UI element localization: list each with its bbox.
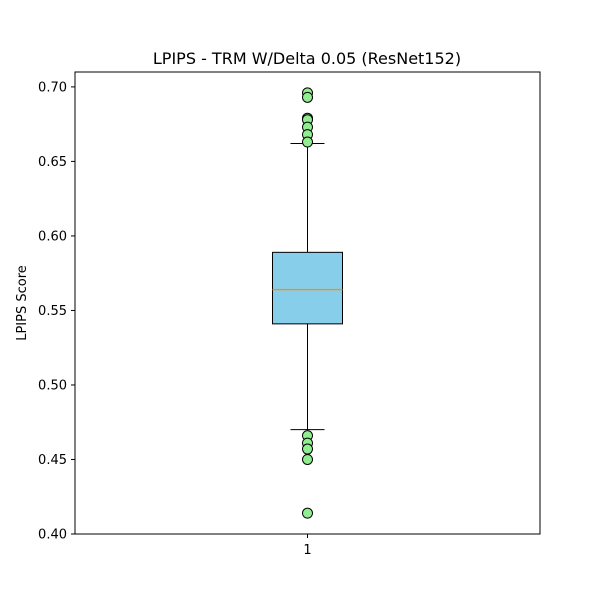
y-tick-label: 0.50: [38, 378, 67, 393]
y-tick-label: 0.45: [38, 453, 67, 468]
outlier-point: [302, 91, 313, 103]
outlier-point: [302, 136, 313, 148]
y-tick-label: 0.70: [38, 80, 67, 95]
x-tick-label: 1: [303, 543, 311, 558]
y-tick-label: 0.40: [38, 528, 67, 543]
outlier-point: [302, 443, 313, 455]
outlier-point: [302, 453, 313, 465]
iqr-box: [272, 251, 343, 325]
y-axis-label: LPIPS Score: [15, 265, 30, 341]
y-tick-label: 0.65: [38, 155, 67, 170]
chart-title: LPIPS - TRM W/Delta 0.05 (ResNet152): [153, 49, 461, 68]
y-tick-label: 0.55: [38, 304, 67, 319]
outlier-point: [302, 507, 313, 519]
x-axis: 1: [303, 534, 312, 558]
y-axis: 0.40 0.45 0.50 0.55 0.60 0.65 0.70: [38, 80, 75, 543]
y-tick-label: 0.60: [38, 229, 67, 244]
box-group: [272, 87, 343, 519]
